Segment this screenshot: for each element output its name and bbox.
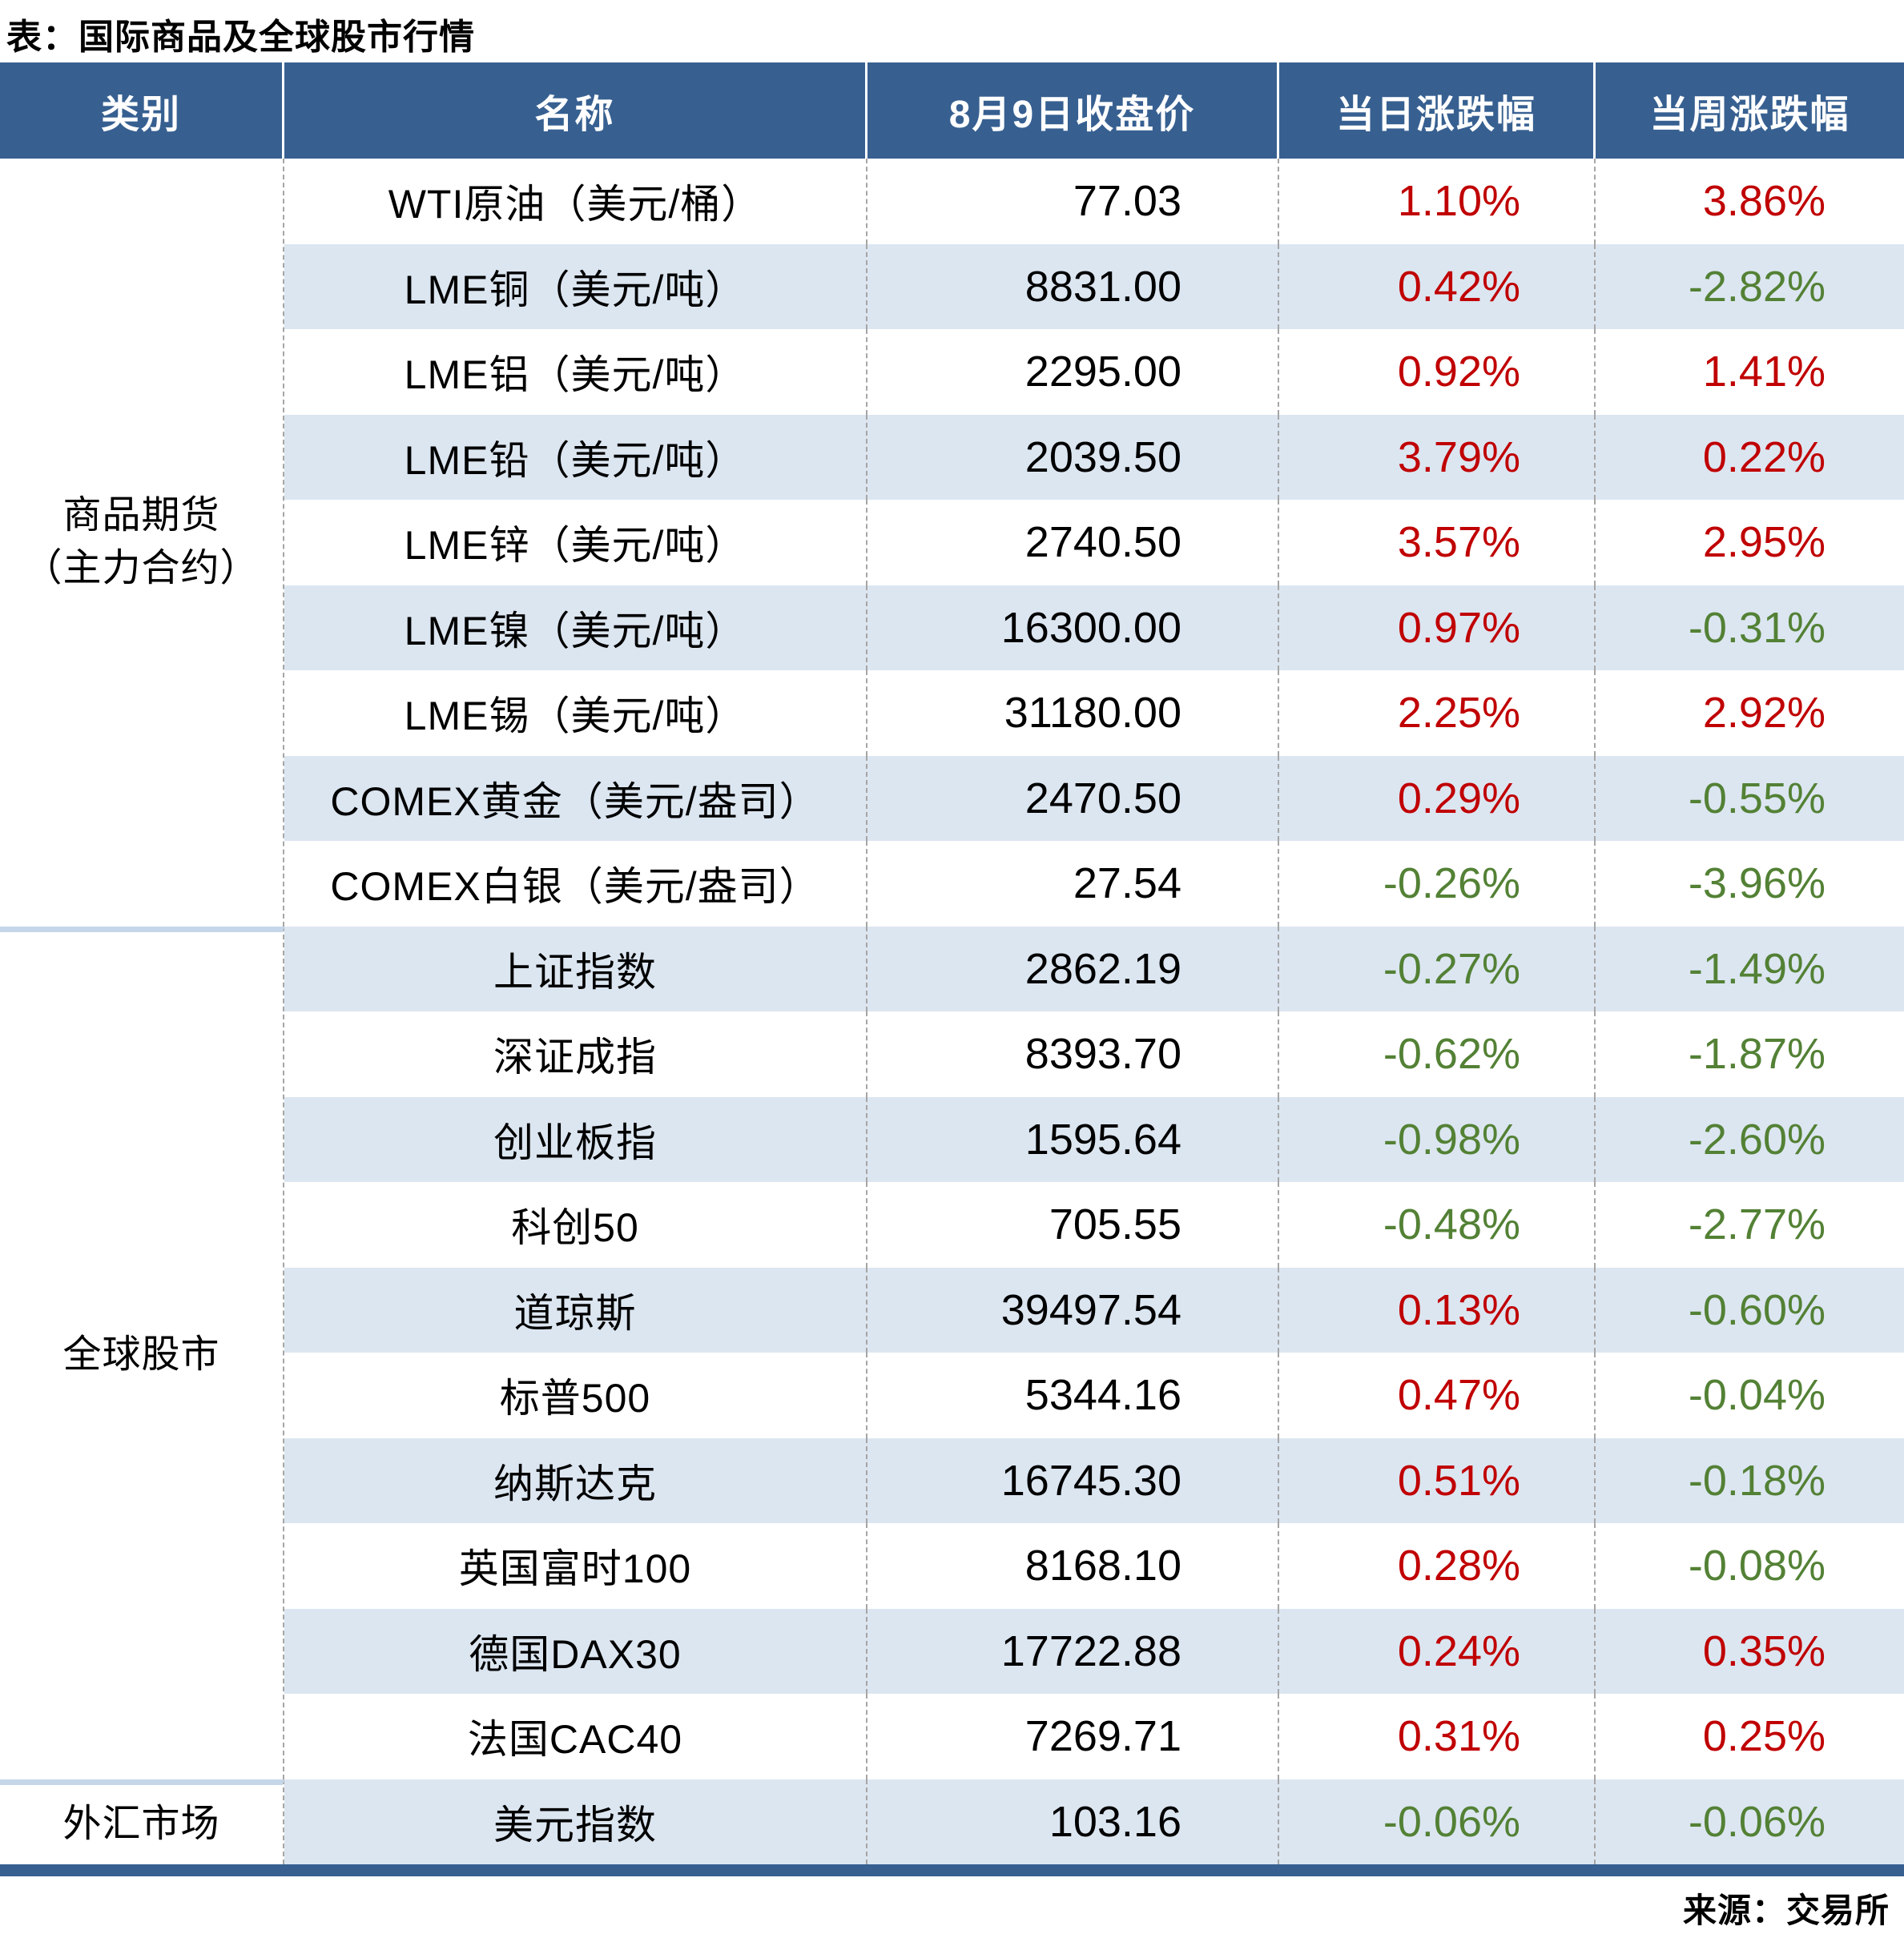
name-cell: 科创50 [284, 1182, 867, 1268]
week-change-cell: -1.87% [1596, 1011, 1904, 1097]
close-price-cell: 103.16 [867, 1779, 1279, 1864]
day-change-cell: 2.25% [1279, 670, 1596, 756]
close-price-cell: 17722.88 [867, 1608, 1279, 1694]
day-change-cell: 0.51% [1279, 1437, 1596, 1523]
close-price-cell: 27.54 [867, 841, 1279, 927]
name-cell: 英国富时100 [284, 1523, 867, 1609]
week-change-cell: 0.35% [1596, 1608, 1904, 1694]
name-cell: LME锡（美元/吨） [284, 670, 867, 756]
close-price-cell: 705.55 [867, 1182, 1279, 1268]
day-change-cell: 1.10% [1279, 159, 1596, 244]
day-change-cell: 0.31% [1279, 1694, 1596, 1779]
week-change-cell: 3.86% [1596, 159, 1904, 244]
name-cell: COMEX白银（美元/盎司） [284, 841, 867, 927]
name-cell: LME铝（美元/吨） [284, 329, 867, 415]
day-change-cell: 0.28% [1279, 1523, 1596, 1609]
close-price-cell: 2470.50 [867, 755, 1279, 841]
name-cell: 深证成指 [284, 1011, 867, 1097]
col-header-name: 名称 [284, 62, 867, 159]
day-change-cell: -0.26% [1279, 841, 1596, 927]
table-bottom-border [0, 1864, 1904, 1876]
close-price-cell: 2862.19 [867, 926, 1279, 1011]
day-change-cell: 0.13% [1279, 1267, 1596, 1353]
day-change-cell: 0.29% [1279, 755, 1596, 841]
name-cell: 上证指数 [284, 926, 867, 1011]
close-price-cell: 2295.00 [867, 329, 1279, 415]
name-cell: 创业板指 [284, 1096, 867, 1182]
close-price-cell: 2740.50 [867, 500, 1279, 585]
week-change-cell: -2.82% [1596, 243, 1904, 329]
name-cell: 法国CAC40 [284, 1694, 867, 1779]
close-price-cell: 1595.64 [867, 1096, 1279, 1182]
week-change-cell: -0.55% [1596, 755, 1904, 841]
col-header-week-change: 当周涨跌幅 [1596, 62, 1904, 159]
day-change-cell: 3.79% [1279, 414, 1596, 500]
name-cell: 标普500 [284, 1353, 867, 1438]
name-cell: 纳斯达克 [284, 1437, 867, 1523]
name-cell: WTI原油（美元/桶） [284, 159, 867, 244]
close-price-cell: 16745.30 [867, 1437, 1279, 1523]
close-price-cell: 8168.10 [867, 1523, 1279, 1609]
name-cell: LME锌（美元/吨） [284, 500, 867, 585]
close-price-cell: 16300.00 [867, 585, 1279, 670]
name-cell: LME镍（美元/吨） [284, 585, 867, 670]
week-change-cell: 1.41% [1596, 329, 1904, 415]
day-change-cell: 0.92% [1279, 329, 1596, 415]
category-cell: 商品期货 （主力合约） [0, 159, 284, 927]
col-header-day-change: 当日涨跌幅 [1279, 62, 1596, 159]
close-price-cell: 8393.70 [867, 1011, 1279, 1097]
week-change-cell: -0.31% [1596, 585, 1904, 670]
close-price-cell: 2039.50 [867, 414, 1279, 500]
week-change-cell: -2.60% [1596, 1096, 1904, 1182]
table-title: 表：国际商品及全球股市行情 [6, 18, 475, 57]
close-price-cell: 8831.00 [867, 243, 1279, 329]
week-change-cell: -0.60% [1596, 1267, 1904, 1353]
col-header-category: 类别 [0, 62, 284, 159]
day-change-cell: -0.98% [1279, 1096, 1596, 1182]
week-change-cell: 2.95% [1596, 500, 1904, 585]
day-change-cell: -0.62% [1279, 1011, 1596, 1097]
week-change-cell: -0.18% [1596, 1437, 1904, 1523]
market-table: 类别 名称 8月9日收盘价 当日涨跌幅 当周涨跌幅 商品期货 （主力合约） WTI… [0, 62, 1904, 1864]
name-cell: 德国DAX30 [284, 1608, 867, 1694]
week-change-cell: 0.22% [1596, 414, 1904, 500]
category-cell: 全球股市 [0, 926, 284, 1779]
name-cell: 道琼斯 [284, 1267, 867, 1353]
close-price-cell: 7269.71 [867, 1694, 1279, 1779]
name-cell: LME铜（美元/吨） [284, 243, 867, 329]
week-change-cell: 2.92% [1596, 670, 1904, 756]
week-change-cell: -0.06% [1596, 1779, 1904, 1864]
day-change-cell: 3.57% [1279, 500, 1596, 585]
week-change-cell: -0.04% [1596, 1353, 1904, 1438]
day-change-cell: -0.48% [1279, 1182, 1596, 1268]
day-change-cell: 0.24% [1279, 1608, 1596, 1694]
close-price-cell: 39497.54 [867, 1267, 1279, 1353]
week-change-cell: -2.77% [1596, 1182, 1904, 1268]
week-change-cell: -1.49% [1596, 926, 1904, 1011]
name-cell: COMEX黄金（美元/盎司） [284, 755, 867, 841]
week-change-cell: 0.25% [1596, 1694, 1904, 1779]
day-change-cell: 0.47% [1279, 1353, 1596, 1438]
day-change-cell: -0.27% [1279, 926, 1596, 1011]
close-price-cell: 77.03 [867, 159, 1279, 244]
close-price-cell: 5344.16 [867, 1353, 1279, 1438]
day-change-cell: 0.42% [1279, 243, 1596, 329]
close-price-cell: 31180.00 [867, 670, 1279, 756]
source-label: 来源：交易所 [1682, 1892, 1890, 1929]
category-cell: 外汇市场 [0, 1779, 284, 1864]
name-cell: 美元指数 [284, 1779, 867, 1864]
week-change-cell: -3.96% [1596, 841, 1904, 927]
col-header-close-price: 8月9日收盘价 [867, 62, 1279, 159]
day-change-cell: -0.06% [1279, 1779, 1596, 1864]
day-change-cell: 0.97% [1279, 585, 1596, 670]
week-change-cell: -0.08% [1596, 1523, 1904, 1609]
name-cell: LME铅（美元/吨） [284, 414, 867, 500]
